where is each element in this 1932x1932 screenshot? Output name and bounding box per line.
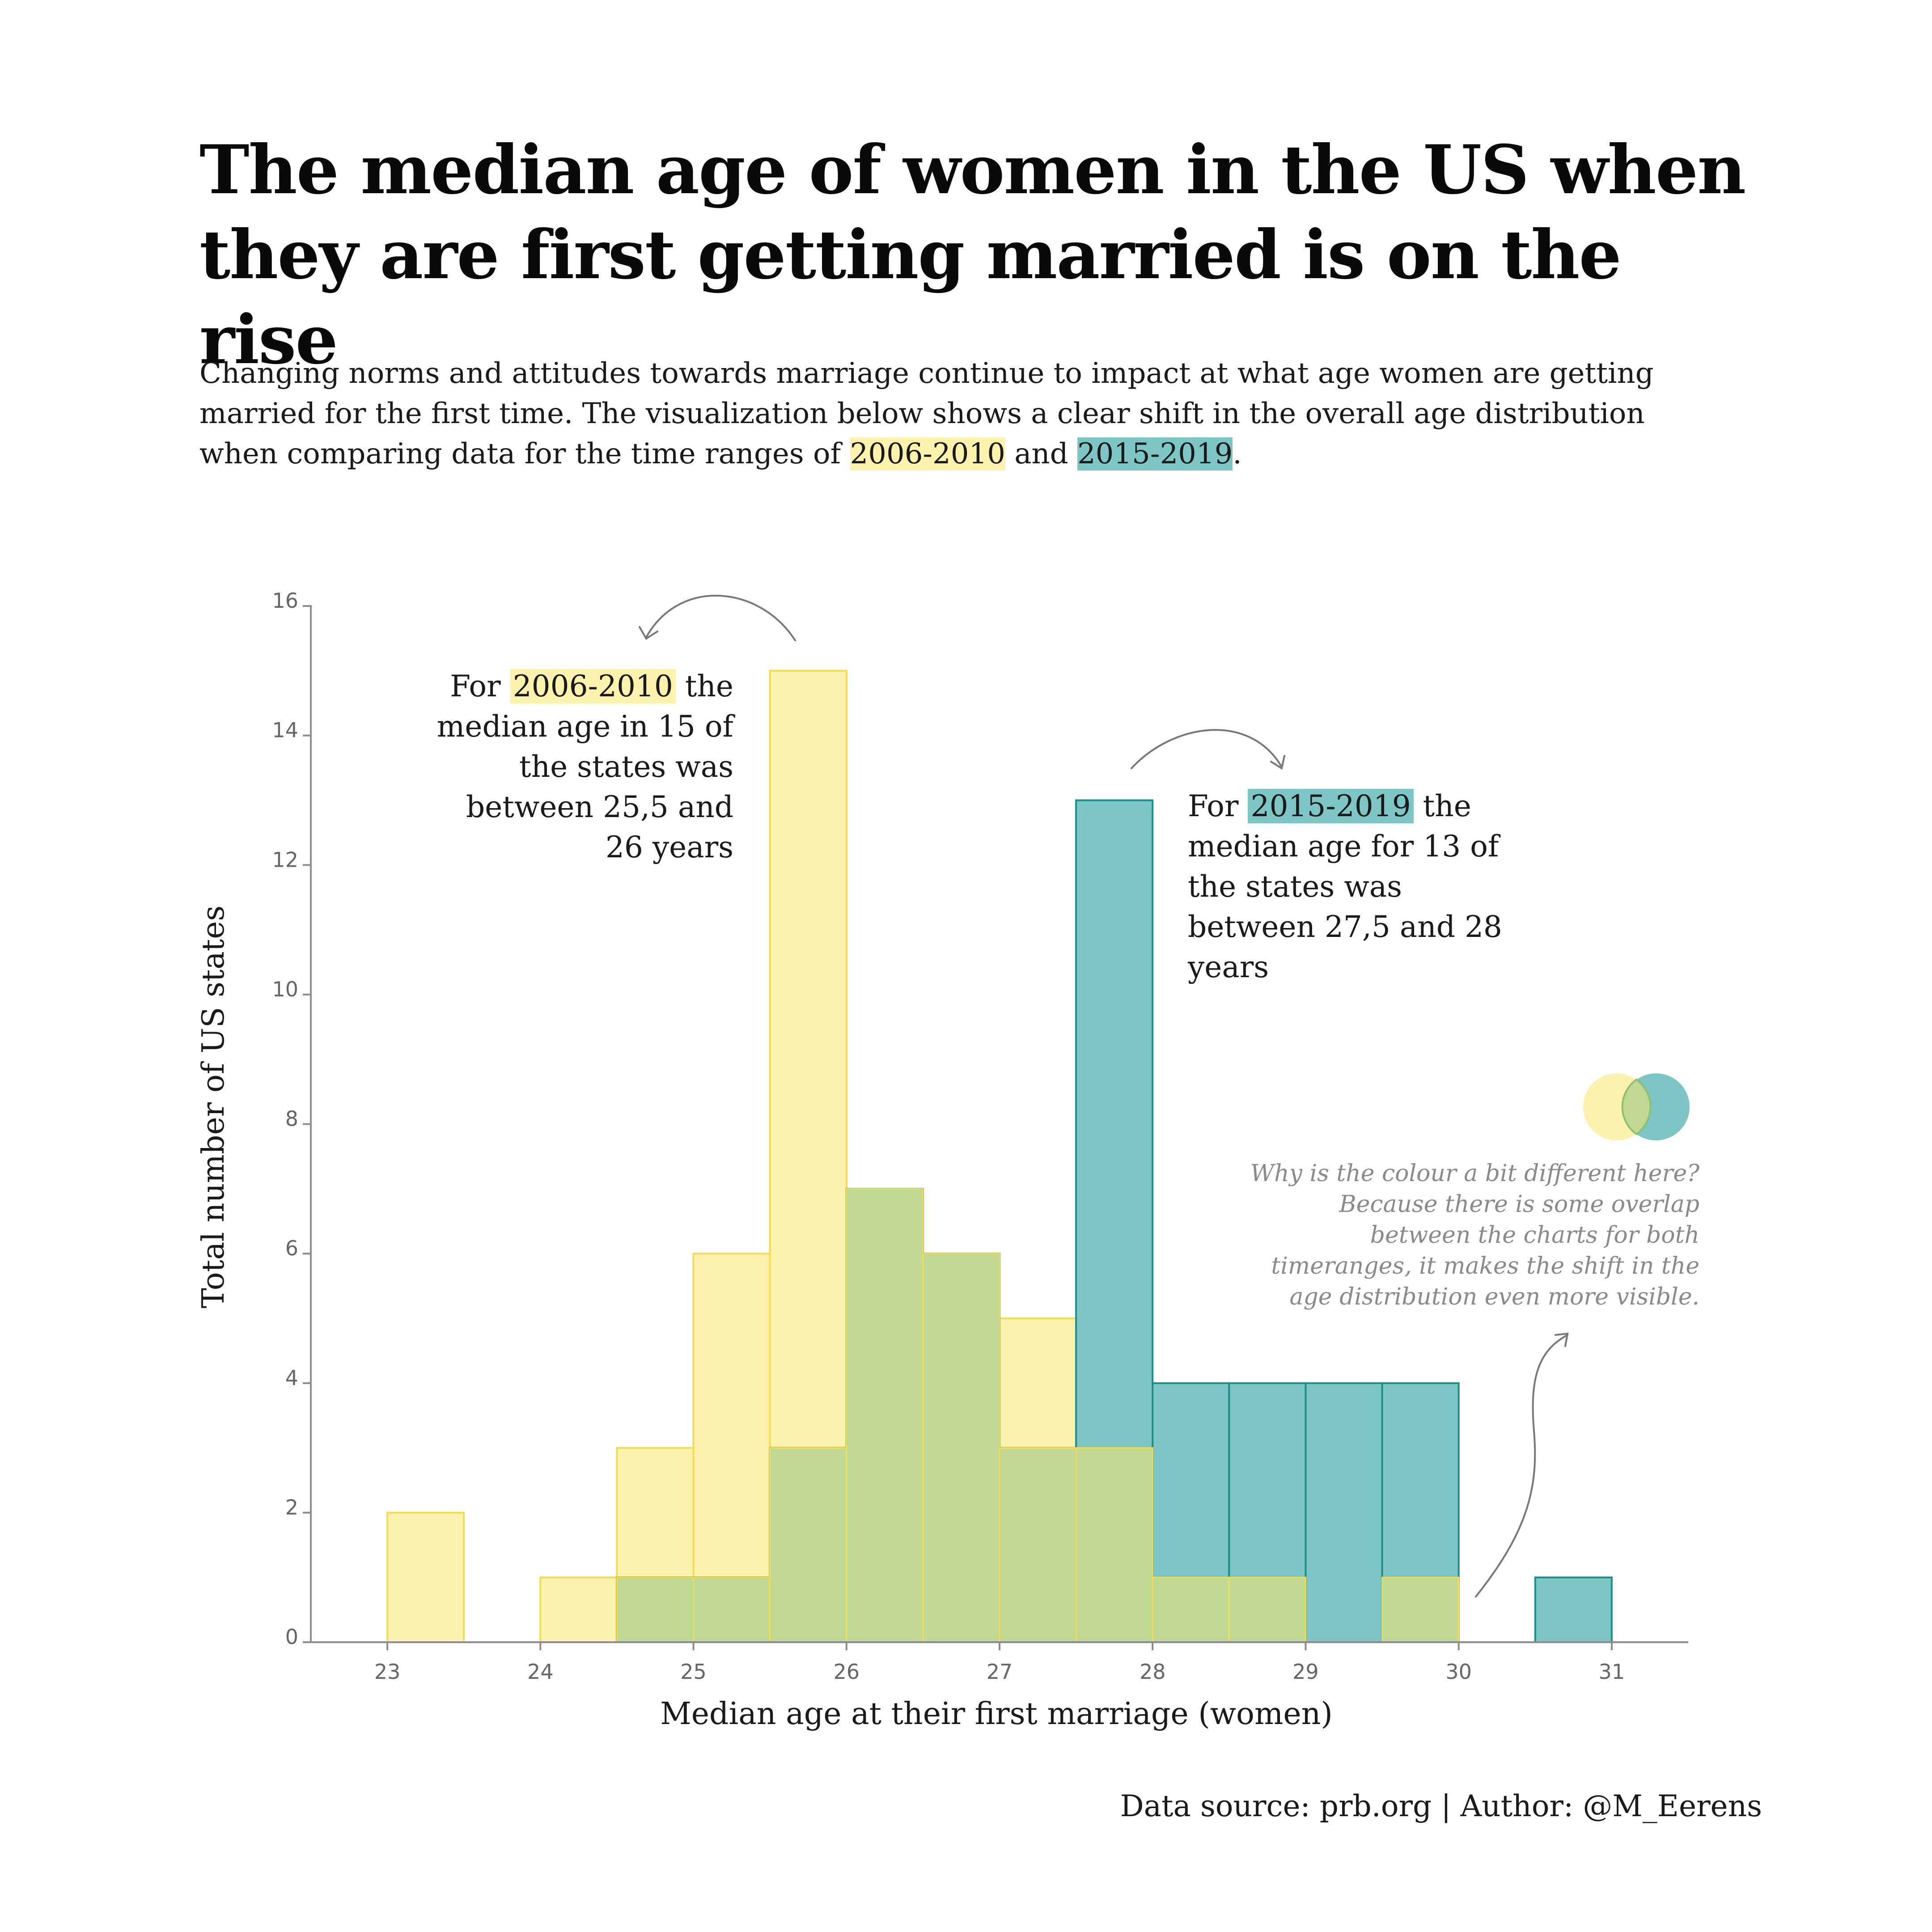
note-arrow — [1475, 1334, 1568, 1597]
annotation-arrow-2015 — [1131, 729, 1282, 769]
x-tick-label: 23 — [374, 1660, 401, 1684]
annotation-2006-suffix: the — [675, 669, 733, 703]
bar-overlap — [1152, 1576, 1230, 1643]
x-tick-label: 24 — [527, 1660, 554, 1684]
annotation-2015-prefix: For — [1188, 789, 1248, 823]
y-tick-label: 6 — [285, 1236, 298, 1260]
bar-2006-2010 — [539, 1576, 618, 1643]
x-tick-label: 28 — [1140, 1660, 1166, 1684]
note-arrow-head — [1555, 1332, 1569, 1347]
x-tick-label: 30 — [1445, 1660, 1472, 1684]
subtitle-range-2006-2010: 2006-2010 — [850, 437, 1005, 470]
x-axis-label: Median age at their first marriage (wome… — [660, 1696, 1333, 1732]
bar-overlap — [769, 1447, 847, 1643]
bar-overlap — [846, 1188, 924, 1643]
chart-subtitle: Changing norms and attitudes towards mar… — [199, 353, 1729, 474]
bar-overlap — [1228, 1576, 1306, 1643]
y-tick-label: 0 — [285, 1625, 298, 1649]
annotation-2015-suffix: the — [1413, 789, 1471, 823]
annotation-2015-range: 2015-2019 — [1248, 789, 1414, 823]
subtitle-text: Changing norms and attitudes towards mar… — [199, 357, 1654, 470]
y-tick-label: 14 — [272, 718, 298, 742]
overlap-note: Why is the colour a bit different here? … — [1250, 1160, 1699, 1310]
y-tick-label: 12 — [272, 847, 298, 872]
y-axis-label: Total number of US states — [196, 906, 231, 1309]
y-tick-label: 10 — [272, 977, 298, 1001]
annotation-arrow-2015-head — [1270, 755, 1285, 770]
y-tick-label: 16 — [272, 589, 298, 613]
chart-title: The median age of women in the US when t… — [199, 131, 1746, 379]
annotation-2006-text: median age in 15 of the states was betwe… — [436, 709, 733, 864]
x-tick-label: 25 — [680, 1660, 707, 1684]
bar-overlap — [693, 1576, 771, 1643]
x-tick-label: 27 — [987, 1660, 1013, 1684]
subtitle-range-2015-2019: 2015-2019 — [1077, 437, 1233, 470]
bar-overlap — [922, 1253, 1000, 1643]
bar-2015-2019 — [1305, 1382, 1383, 1643]
annotation-arrow-2006-head — [639, 626, 658, 640]
annotation-2006-2010: For 2006-2010 the median age in 15 of the… — [420, 666, 733, 868]
annotation-arrow-2006 — [645, 595, 796, 641]
annotation-2006-prefix: For — [450, 669, 510, 703]
subtitle-text-end: . — [1233, 437, 1242, 470]
x-tick-label: 29 — [1292, 1660, 1319, 1684]
annotation-2006-range: 2006-2010 — [510, 669, 676, 703]
x-tick-label: 31 — [1599, 1660, 1625, 1684]
bar-2006-2010 — [386, 1512, 465, 1643]
y-tick-label: 4 — [285, 1366, 298, 1390]
bar-2015-2019 — [1534, 1576, 1613, 1643]
annotation-2015-text: median age for 13 of the states was betw… — [1188, 829, 1502, 984]
x-tick-label: 26 — [834, 1660, 860, 1684]
data-source: Data source: prb.org | Author: @M_Eerens — [1120, 1789, 1762, 1823]
bar-overlap — [616, 1576, 695, 1643]
overlap-bars — [616, 1188, 1460, 1643]
y-tick-label: 2 — [285, 1495, 298, 1519]
bar-overlap — [1381, 1576, 1460, 1643]
bar-overlap — [999, 1447, 1077, 1643]
annotation-2015-2019: For 2015-2019 the median age for 13 of th… — [1188, 786, 1510, 987]
overlap-legend-icon — [1583, 1073, 1690, 1140]
subtitle-text-and: and — [1005, 437, 1077, 470]
bar-overlap — [1075, 1447, 1153, 1643]
y-tick-label: 8 — [285, 1107, 298, 1131]
